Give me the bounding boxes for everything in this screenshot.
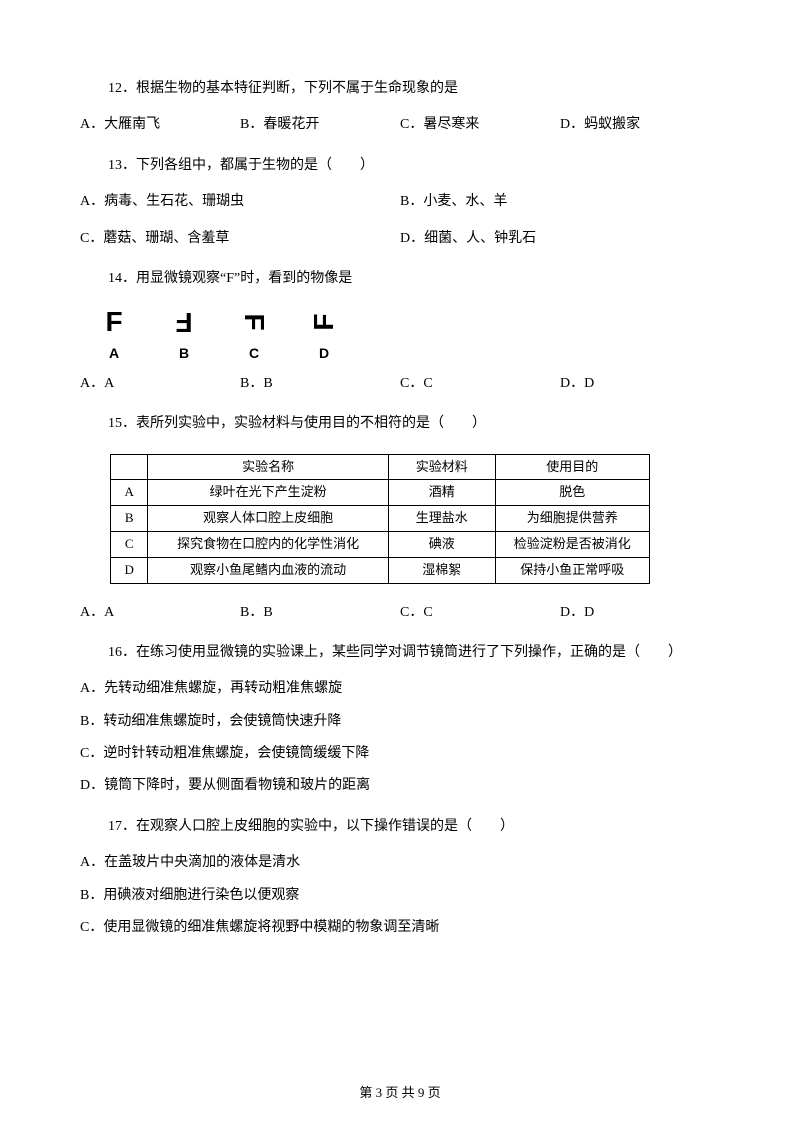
q13-opt-d: D．细菌、人、钟乳石 bbox=[400, 228, 720, 250]
q14-opt-a: A．A bbox=[80, 373, 240, 395]
table-row: D 观察小鱼尾鳍内血液的流动 湿棉絮 保持小鱼正常呼吸 bbox=[111, 557, 650, 583]
page-footer: 第 3 页 共 9 页 bbox=[0, 1083, 800, 1104]
q15-cell: 绿叶在光下产生淀粉 bbox=[148, 480, 389, 506]
q15-cell: 为细胞提供营养 bbox=[495, 506, 649, 532]
q12-opt-d: D．蚂蚁搬家 bbox=[560, 114, 720, 136]
q12-opt-c: C．暑尽寒来 bbox=[400, 114, 560, 136]
q15-cell: 保持小鱼正常呼吸 bbox=[495, 557, 649, 583]
q15-cell: 探究食物在口腔内的化学性消化 bbox=[148, 531, 389, 557]
q13-opt-b: B．小麦、水、羊 bbox=[400, 191, 720, 213]
q15-cell: B bbox=[111, 506, 148, 532]
q14-options: A．A B．B C．C D．D bbox=[80, 373, 720, 395]
table-row: A 绿叶在光下产生淀粉 酒精 脱色 bbox=[111, 480, 650, 506]
q14-figure: F F F F A B C D bbox=[100, 306, 720, 364]
q13-opt-a: A．病毒、生石花、珊瑚虫 bbox=[80, 191, 400, 213]
q15-opt-d: D．D bbox=[560, 602, 720, 624]
q14-glyph-b: F bbox=[170, 308, 198, 336]
q14-label-b: B bbox=[170, 342, 198, 364]
q16-stem: 16．在练习使用显微镜的实验课上，某些同学对调节镜筒进行了下列操作，正确的是（ … bbox=[80, 642, 720, 664]
q15-opt-b: B．B bbox=[240, 602, 400, 624]
q15-th-2: 实验材料 bbox=[389, 454, 496, 480]
q15-cell: 酒精 bbox=[389, 480, 496, 506]
q15-th-0 bbox=[111, 454, 148, 480]
q12-options: A．大雁南飞 B．春暖花开 C．暑尽寒来 D．蚂蚁搬家 bbox=[80, 114, 720, 136]
q15-th-3: 使用目的 bbox=[495, 454, 649, 480]
q15-table: 实验名称 实验材料 使用目的 A 绿叶在光下产生淀粉 酒精 脱色 B 观察人体口… bbox=[110, 454, 650, 584]
q15-options: A．A B．B C．C D．D bbox=[80, 602, 720, 624]
q16-opt-d: D．镜筒下降时，要从侧面看物镜和玻片的距离 bbox=[80, 775, 720, 797]
q14-glyph-c: F bbox=[240, 308, 268, 336]
q15-cell: 检验淀粉是否被消化 bbox=[495, 531, 649, 557]
q16-opt-c: C．逆时针转动粗准焦螺旋，会使镜筒缓缓下降 bbox=[80, 743, 720, 765]
q15-cell: 碘液 bbox=[389, 531, 496, 557]
q12-opt-a: A．大雁南飞 bbox=[80, 114, 240, 136]
q16-opt-a: A．先转动细准焦螺旋，再转动粗准焦螺旋 bbox=[80, 678, 720, 700]
q15-cell: D bbox=[111, 557, 148, 583]
q15-cell: A bbox=[111, 480, 148, 506]
q15-cell: 观察小鱼尾鳍内血液的流动 bbox=[148, 557, 389, 583]
q16-opt-b: B．转动细准焦螺旋时，会使镜筒快速升降 bbox=[80, 711, 720, 733]
q16-options: A．先转动细准焦螺旋，再转动粗准焦螺旋 B．转动细准焦螺旋时，会使镜筒快速升降 … bbox=[80, 678, 720, 798]
q15-opt-a: A．A bbox=[80, 602, 240, 624]
q13-options-row1: A．病毒、生石花、珊瑚虫 B．小麦、水、羊 bbox=[80, 191, 720, 213]
q14-label-c: C bbox=[240, 342, 268, 364]
q14-stem: 14．用显微镜观察“F”时，看到的物像是 bbox=[80, 268, 720, 290]
q15-cell: 湿棉絮 bbox=[389, 557, 496, 583]
table-row: 实验名称 实验材料 使用目的 bbox=[111, 454, 650, 480]
q13-stem: 13．下列各组中，都属于生物的是（ ） bbox=[80, 155, 720, 177]
q14-glyph-d: F bbox=[310, 308, 338, 336]
q14-glyph-a: F bbox=[100, 308, 128, 336]
q14-opt-b: B．B bbox=[240, 373, 400, 395]
q15-opt-c: C．C bbox=[400, 602, 560, 624]
q15-cell: 脱色 bbox=[495, 480, 649, 506]
table-row: B 观察人体口腔上皮细胞 生理盐水 为细胞提供营养 bbox=[111, 506, 650, 532]
q15-cell: 观察人体口腔上皮细胞 bbox=[148, 506, 389, 532]
q17-opt-a: A．在盖玻片中央滴加的液体是清水 bbox=[80, 852, 720, 874]
q17-opt-b: B．用碘液对细胞进行染色以便观察 bbox=[80, 885, 720, 907]
q17-stem: 17．在观察人口腔上皮细胞的实验中，以下操作错误的是（ ） bbox=[80, 816, 720, 838]
q14-opt-c: C．C bbox=[400, 373, 560, 395]
q14-label-a: A bbox=[100, 342, 128, 364]
q17-opt-c: C．使用显微镜的细准焦螺旋将视野中模糊的物象调至清晰 bbox=[80, 917, 720, 939]
q15-cell: 生理盐水 bbox=[389, 506, 496, 532]
q13-options-row2: C．蘑菇、珊瑚、含羞草 D．细菌、人、钟乳石 bbox=[80, 228, 720, 250]
q17-options: A．在盖玻片中央滴加的液体是清水 B．用碘液对细胞进行染色以便观察 C．使用显微… bbox=[80, 852, 720, 939]
q14-label-d: D bbox=[310, 342, 338, 364]
q14-opt-d: D．D bbox=[560, 373, 720, 395]
q15-cell: C bbox=[111, 531, 148, 557]
q13-opt-c: C．蘑菇、珊瑚、含羞草 bbox=[80, 228, 400, 250]
q12-opt-b: B．春暖花开 bbox=[240, 114, 400, 136]
q12-stem: 12．根据生物的基本特征判断，下列不属于生命现象的是 bbox=[80, 78, 720, 100]
table-row: C 探究食物在口腔内的化学性消化 碘液 检验淀粉是否被消化 bbox=[111, 531, 650, 557]
q15-stem: 15．表所列实验中，实验材料与使用目的不相符的是（ ） bbox=[80, 413, 720, 435]
q15-th-1: 实验名称 bbox=[148, 454, 389, 480]
